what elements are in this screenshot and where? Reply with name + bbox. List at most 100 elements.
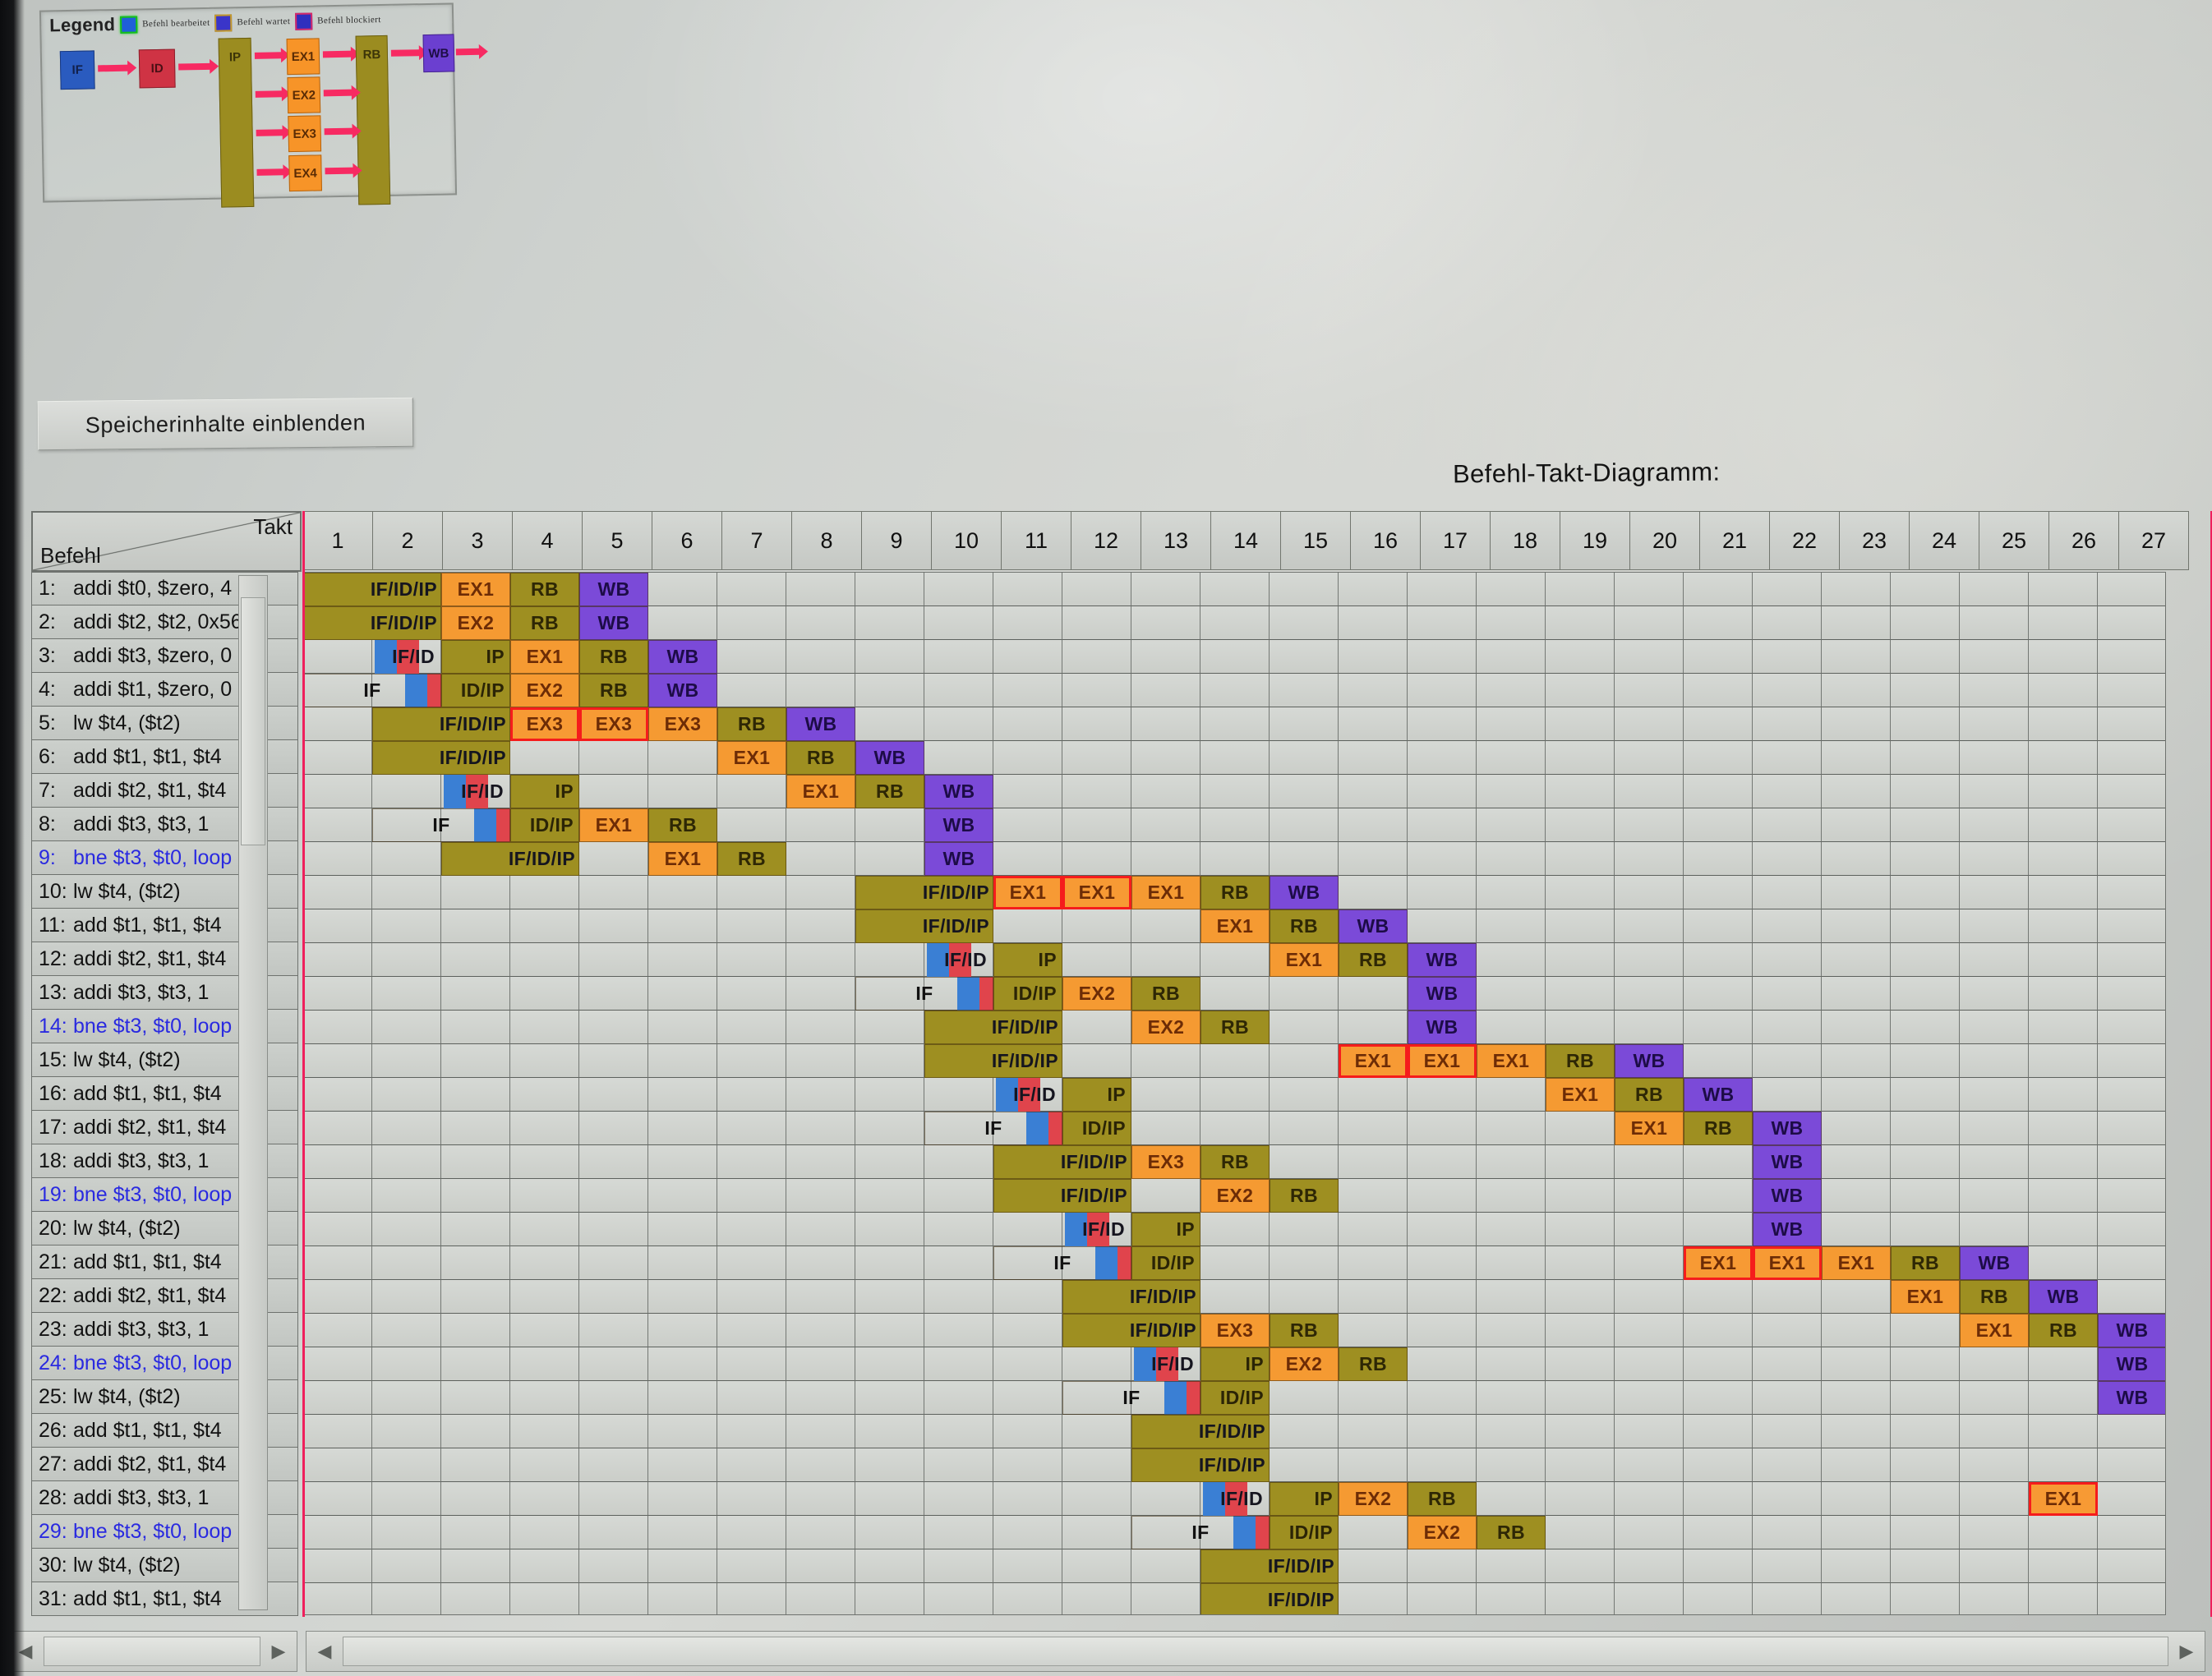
grid-cell[interactable]: [855, 1213, 924, 1246]
grid-cell[interactable]: [1200, 707, 1270, 741]
grid-cell[interactable]: [1270, 977, 1339, 1011]
grid-cell[interactable]: [924, 707, 993, 741]
grid-cell[interactable]: [579, 775, 648, 808]
grid-cell[interactable]: [1270, 1145, 1339, 1179]
grid-cell[interactable]: [1891, 573, 1960, 606]
pipeline-cell-if-id[interactable]: IF/ID: [303, 640, 441, 674]
grid-cell[interactable]: [1062, 1583, 1131, 1614]
grid-cell[interactable]: [1684, 1044, 1753, 1078]
grid-cell[interactable]: [1131, 1078, 1200, 1112]
grid-cell[interactable]: [1339, 977, 1408, 1011]
grid-cell[interactable]: [510, 1280, 579, 1314]
grid-cell[interactable]: [1615, 1246, 1684, 1280]
grid-cell[interactable]: [717, 1314, 786, 1347]
grid-cell[interactable]: [993, 707, 1062, 741]
grid-cell[interactable]: [648, 1112, 717, 1145]
grid-cell[interactable]: [1891, 876, 1960, 909]
grid-cell[interactable]: [1960, 909, 2029, 943]
pipeline-cell-id-ip[interactable]: ID/IP: [1200, 1381, 1270, 1415]
grid-cell[interactable]: [1270, 606, 1339, 640]
pipeline-cell-wb[interactable]: WB: [2098, 1381, 2165, 1415]
grid-cell[interactable]: [1200, 775, 1270, 808]
grid-cell[interactable]: [1477, 1213, 1546, 1246]
grid-cell[interactable]: [441, 1381, 510, 1415]
grid-cell[interactable]: [1615, 573, 1684, 606]
grid-cell[interactable]: [924, 1347, 993, 1381]
pipeline-cell-rb[interactable]: RB: [2029, 1314, 2098, 1347]
pipeline-cell-rb[interactable]: RB: [786, 741, 855, 775]
pipeline-cell-ex3[interactable]: EX3: [510, 707, 579, 741]
grid-cell[interactable]: [1546, 1314, 1615, 1347]
grid-cell[interactable]: [1408, 573, 1477, 606]
grid-cell[interactable]: [786, 1246, 855, 1280]
grid-cell[interactable]: [303, 808, 372, 842]
grid-cell[interactable]: [1615, 1213, 1684, 1246]
pipeline-cell-id-ip[interactable]: ID/IP: [441, 674, 510, 707]
grid-cell[interactable]: [1753, 1011, 1822, 1044]
grid-cell[interactable]: [1960, 707, 2029, 741]
pipeline-cell-if-id-ip[interactable]: IF/ID/IP: [441, 842, 579, 876]
grid-cell[interactable]: [855, 1381, 924, 1415]
grid-horizontal-scrollbar[interactable]: ◀ ▶: [306, 1631, 2205, 1672]
grid-cell[interactable]: [1062, 775, 1131, 808]
grid-cell[interactable]: [1891, 1516, 1960, 1549]
pipeline-cell-rb[interactable]: RB: [1200, 1011, 1270, 1044]
pipeline-cell-if-id-ip[interactable]: IF/ID/IP: [1131, 1448, 1270, 1482]
grid-cell[interactable]: [2029, 1179, 2098, 1213]
pipeline-cell-if-id[interactable]: IF/ID: [924, 1078, 1062, 1112]
grid-cell[interactable]: [1477, 1448, 1546, 1482]
grid-cell[interactable]: [1822, 573, 1891, 606]
grid-cell[interactable]: [855, 943, 924, 977]
grid-cell[interactable]: [303, 876, 372, 909]
grid-cell[interactable]: [855, 674, 924, 707]
grid-cell[interactable]: [717, 674, 786, 707]
grid-cell[interactable]: [1062, 640, 1131, 674]
grid-cell[interactable]: [1684, 842, 1753, 876]
grid-cell[interactable]: [1960, 943, 2029, 977]
grid-cell[interactable]: [579, 1482, 648, 1516]
grid-cell[interactable]: [579, 1145, 648, 1179]
grid-cell[interactable]: [855, 1011, 924, 1044]
pipeline-cell-wb[interactable]: WB: [2098, 1347, 2165, 1381]
pipeline-cell-rb[interactable]: RB: [510, 606, 579, 640]
grid-cell[interactable]: [648, 1011, 717, 1044]
grid-cell[interactable]: [510, 1347, 579, 1381]
grid-cell[interactable]: [2029, 808, 2098, 842]
grid-cell[interactable]: [303, 842, 372, 876]
grid-cell[interactable]: [1615, 842, 1684, 876]
grid-cell[interactable]: [2029, 1213, 2098, 1246]
grid-cell[interactable]: [441, 1482, 510, 1516]
pipeline-cell-if-id-ip[interactable]: IF/ID/IP: [855, 876, 993, 909]
grid-cell[interactable]: [786, 909, 855, 943]
grid-cell[interactable]: [786, 1448, 855, 1482]
grid-cell[interactable]: [1477, 1179, 1546, 1213]
grid-cell[interactable]: [1753, 1583, 1822, 1614]
grid-cell[interactable]: [510, 1415, 579, 1448]
grid-cell[interactable]: [1960, 1078, 2029, 1112]
grid-cell[interactable]: [1753, 1347, 1822, 1381]
grid-cell[interactable]: [1270, 1448, 1339, 1482]
grid-cell[interactable]: [1546, 1179, 1615, 1213]
grid-cell[interactable]: [1408, 674, 1477, 707]
grid-cell[interactable]: [1891, 1448, 1960, 1482]
pipeline-cell-ex1[interactable]: EX1: [2029, 1482, 2098, 1516]
grid-cell[interactable]: [1408, 876, 1477, 909]
grid-cell[interactable]: [786, 640, 855, 674]
grid-cell[interactable]: [372, 1179, 441, 1213]
grid-cell[interactable]: [510, 1583, 579, 1614]
grid-cell[interactable]: [1339, 707, 1408, 741]
grid-cell[interactable]: [1546, 1415, 1615, 1448]
grid-cell[interactable]: [1546, 1347, 1615, 1381]
grid-cell[interactable]: [1615, 943, 1684, 977]
pipeline-cell-ex1[interactable]: EX1: [1753, 1246, 1822, 1280]
grid-cell[interactable]: [372, 1280, 441, 1314]
grid-cell[interactable]: [1131, 1482, 1200, 1516]
grid-cell[interactable]: [1960, 1112, 2029, 1145]
pipeline-cell-wb[interactable]: WB: [1615, 1044, 1684, 1078]
pipeline-cell-rb[interactable]: RB: [717, 842, 786, 876]
grid-cell[interactable]: [1408, 1415, 1477, 1448]
grid-cell[interactable]: [372, 775, 441, 808]
grid-cell[interactable]: [993, 1347, 1062, 1381]
grid-cell[interactable]: [510, 1381, 579, 1415]
grid-cell[interactable]: [1200, 842, 1270, 876]
